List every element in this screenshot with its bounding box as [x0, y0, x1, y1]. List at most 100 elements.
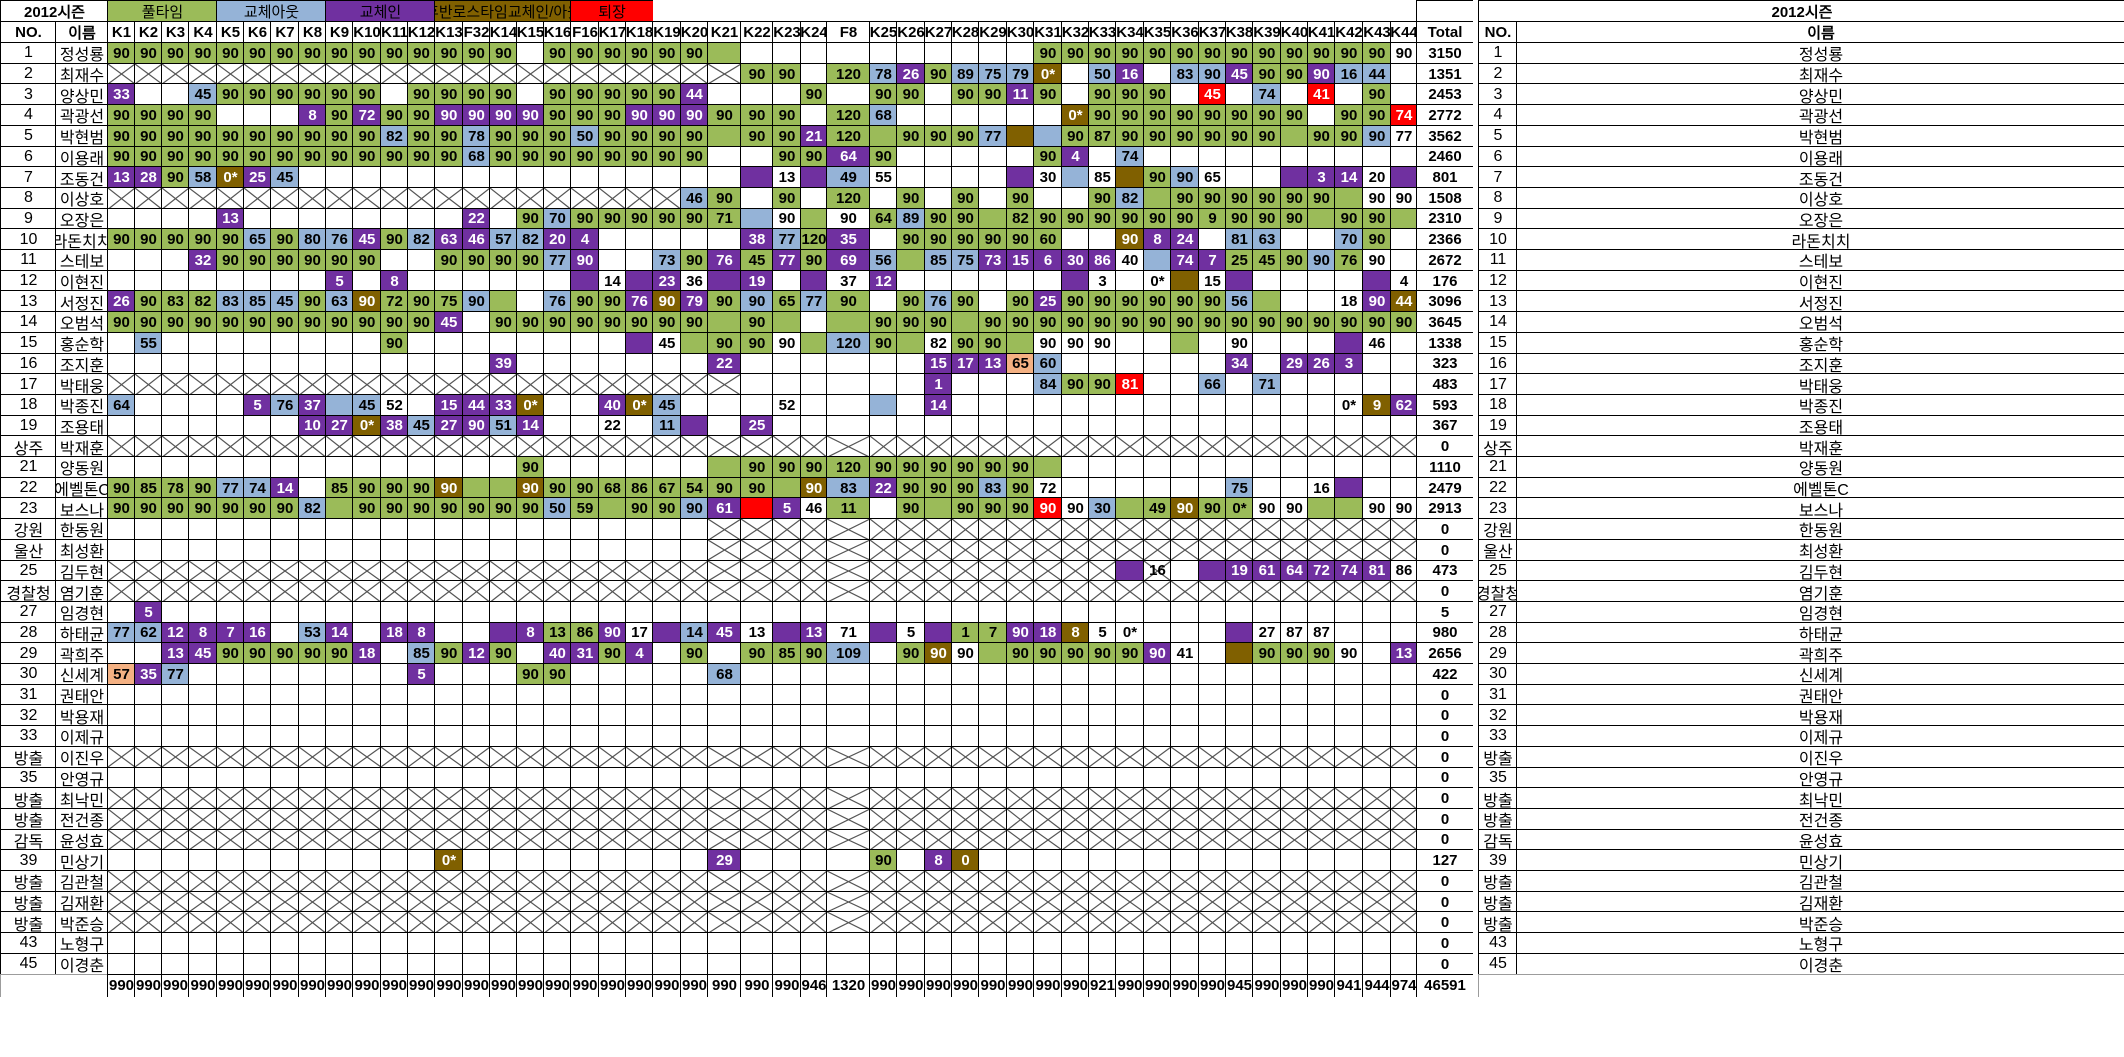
cell-K14: 90	[489, 83, 517, 106]
cell-K3	[161, 393, 189, 416]
cell-K3	[161, 849, 189, 871]
cell-K2	[134, 559, 162, 582]
cell-K40	[1280, 807, 1308, 830]
cell-K28	[951, 600, 979, 623]
cell-K41	[1307, 600, 1335, 623]
cell-K36: 90	[1170, 207, 1199, 230]
cell-K38	[1225, 683, 1253, 706]
cell-K37	[1198, 890, 1226, 913]
cell-K44	[1390, 787, 1417, 809]
cell-K44	[1390, 414, 1417, 437]
cell-K5	[216, 932, 244, 954]
cell-K1	[107, 642, 135, 664]
cell-K40	[1280, 456, 1308, 478]
cell-K19	[652, 621, 681, 644]
cell-K23	[772, 870, 801, 892]
player-no-right: 9	[1478, 207, 1517, 230]
cell-K36: 90	[1170, 290, 1199, 313]
cell-K10	[352, 745, 381, 768]
cell-K20	[680, 228, 708, 250]
cell-K11: 90	[380, 476, 408, 499]
cell-K15	[516, 518, 544, 540]
cell-K14	[489, 435, 517, 457]
cell-K26	[896, 42, 925, 64]
cell-K15: 0*	[516, 393, 544, 416]
cell-K41	[1307, 207, 1335, 230]
cell-K20: 90	[680, 642, 708, 664]
cell-K29	[978, 911, 1007, 934]
footer-sum-K26: 990	[896, 973, 925, 997]
cell-K41	[1307, 807, 1335, 830]
cell-K23	[772, 683, 801, 706]
cell-K37	[1198, 538, 1226, 561]
player-total: 0	[1416, 766, 1473, 789]
legend-out: 교체아웃	[216, 0, 326, 22]
cell-K43	[1362, 932, 1391, 954]
cell-K27	[924, 621, 952, 644]
cell-K2	[134, 807, 162, 830]
cell-K6	[243, 787, 271, 809]
cell-K8	[298, 600, 326, 623]
cell-K28	[951, 890, 979, 913]
cell-K24	[800, 683, 827, 706]
cell-K17	[598, 787, 626, 809]
player-no-right: 12	[1478, 269, 1517, 292]
cell-F32	[462, 787, 490, 809]
cell-K7	[270, 932, 299, 954]
footer-blank	[0, 973, 108, 997]
cell-K11	[380, 828, 408, 851]
cell-F16: 90	[570, 290, 599, 313]
cell-K25	[869, 621, 897, 644]
cell-K5	[216, 435, 244, 457]
cell-K36	[1170, 435, 1199, 457]
footer-sum-K31: 990	[1033, 973, 1062, 997]
cell-K19	[652, 228, 681, 250]
cell-K13: 63	[434, 228, 463, 250]
player-name-right: 서정진	[1516, 290, 2124, 313]
cell-K7	[270, 952, 299, 975]
cell-K3	[161, 331, 189, 354]
cell-K35	[1143, 538, 1171, 561]
cell-K34	[1115, 870, 1144, 892]
cell-K43	[1362, 414, 1391, 437]
cell-F16	[570, 890, 599, 913]
cell-K4	[188, 828, 217, 851]
cell-K31: 90	[1033, 207, 1062, 230]
footer-sum-K3: 990	[161, 973, 189, 997]
cell-K22: 90	[740, 62, 773, 85]
cell-K30: 90	[1006, 311, 1034, 333]
cell-K33: 87	[1088, 124, 1116, 147]
cell-K6	[243, 331, 271, 354]
cell-K26	[896, 580, 925, 602]
cell-K4	[188, 186, 217, 209]
cell-K7: 14	[270, 476, 299, 499]
cell-K33	[1088, 725, 1116, 747]
cell-K17: 90	[598, 311, 626, 333]
player-name-right: 박재훈	[1516, 435, 2124, 457]
cell-K16: 90	[543, 663, 571, 685]
cell-K18: 90	[625, 42, 653, 64]
cell-K7	[270, 414, 299, 437]
cell-K3: 90	[161, 228, 189, 250]
cell-K5	[216, 414, 244, 437]
cell-K5: 0*	[216, 166, 244, 188]
cell-K26: 90	[896, 124, 925, 147]
cell-K11	[380, 580, 408, 602]
cell-K43	[1362, 725, 1391, 747]
cell-K14	[489, 745, 517, 768]
cell-K12	[407, 890, 435, 913]
cell-K28	[951, 766, 979, 789]
cell-K3	[161, 518, 189, 540]
cell-K42: 76	[1334, 249, 1363, 271]
cell-K41	[1307, 870, 1335, 892]
player-name-right: 양상민	[1516, 83, 2124, 106]
player-no: 7	[0, 166, 56, 188]
cell-K27: 90	[924, 476, 952, 499]
cell-K34: 90	[1115, 124, 1144, 147]
cell-K8: 8	[298, 104, 326, 126]
cell-K7	[270, 725, 299, 747]
cell-K22	[740, 600, 773, 623]
cell-K6	[243, 518, 271, 540]
player-total: 0	[1416, 725, 1473, 747]
cell-K31	[1033, 766, 1062, 789]
